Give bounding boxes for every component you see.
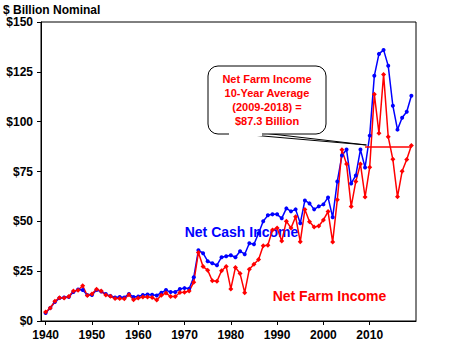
- svg-text:10-Year Average: 10-Year Average: [225, 87, 310, 99]
- svg-text:$75: $75: [13, 165, 33, 179]
- svg-text:1960: 1960: [125, 328, 152, 342]
- svg-text:1940: 1940: [32, 328, 59, 342]
- svg-text:Net Cash Income: Net Cash Income: [185, 224, 299, 240]
- svg-text:1990: 1990: [264, 328, 291, 342]
- svg-text:1970: 1970: [171, 328, 198, 342]
- svg-text:$25: $25: [13, 264, 33, 278]
- svg-text:Net Farm Income: Net Farm Income: [273, 288, 387, 304]
- svg-text:$150: $150: [6, 15, 33, 29]
- svg-text:1950: 1950: [79, 328, 106, 342]
- svg-text:2000: 2000: [310, 328, 337, 342]
- svg-text:2010: 2010: [356, 328, 383, 342]
- svg-text:Net Farm Income: Net Farm Income: [222, 73, 311, 85]
- svg-text:$ Billion Nominal: $ Billion Nominal: [3, 3, 101, 17]
- svg-text:1980: 1980: [217, 328, 244, 342]
- svg-text:(2009-2018) =: (2009-2018) =: [232, 101, 301, 113]
- svg-text:$87.3 Billion: $87.3 Billion: [235, 115, 299, 127]
- svg-text:$100: $100: [6, 115, 33, 129]
- svg-text:$50: $50: [13, 214, 33, 228]
- svg-text:$125: $125: [6, 65, 33, 79]
- svg-text:$0: $0: [20, 314, 34, 328]
